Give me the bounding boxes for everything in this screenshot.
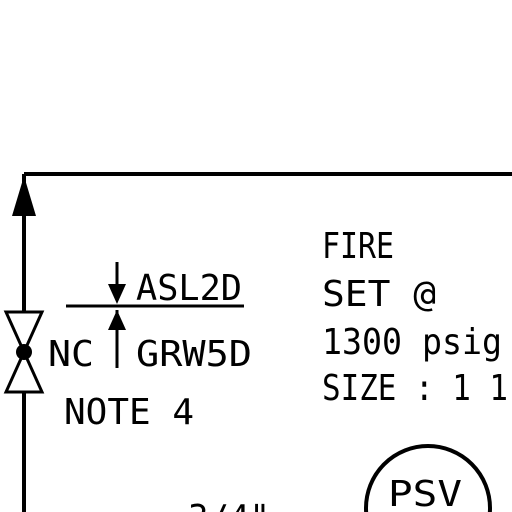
relief-set-label: SET @: [322, 274, 436, 315]
psv-tag: PSV: [388, 474, 462, 512]
valve-state-label: NC: [48, 334, 94, 375]
flow-arrow-icon: [12, 176, 36, 216]
psv-instrument-bubble: [364, 444, 492, 512]
interface-tag-lower: GRW5D: [136, 334, 252, 375]
valve-closed-dot: [16, 344, 32, 360]
gate-valve-icon: [3, 310, 45, 394]
note-label: NOTE 4: [64, 392, 194, 433]
down-arrow-icon: [108, 262, 126, 304]
relief-service-label: FIRE: [322, 226, 394, 267]
relief-size-label: SIZE : 1 1: [322, 368, 508, 409]
relief-pressure-label: 1300 psig: [322, 322, 502, 363]
interface-tag-upper: ASL2D: [136, 268, 242, 309]
up-arrow-icon: [108, 310, 126, 368]
pipe-size-label: 3/4": [188, 498, 270, 512]
